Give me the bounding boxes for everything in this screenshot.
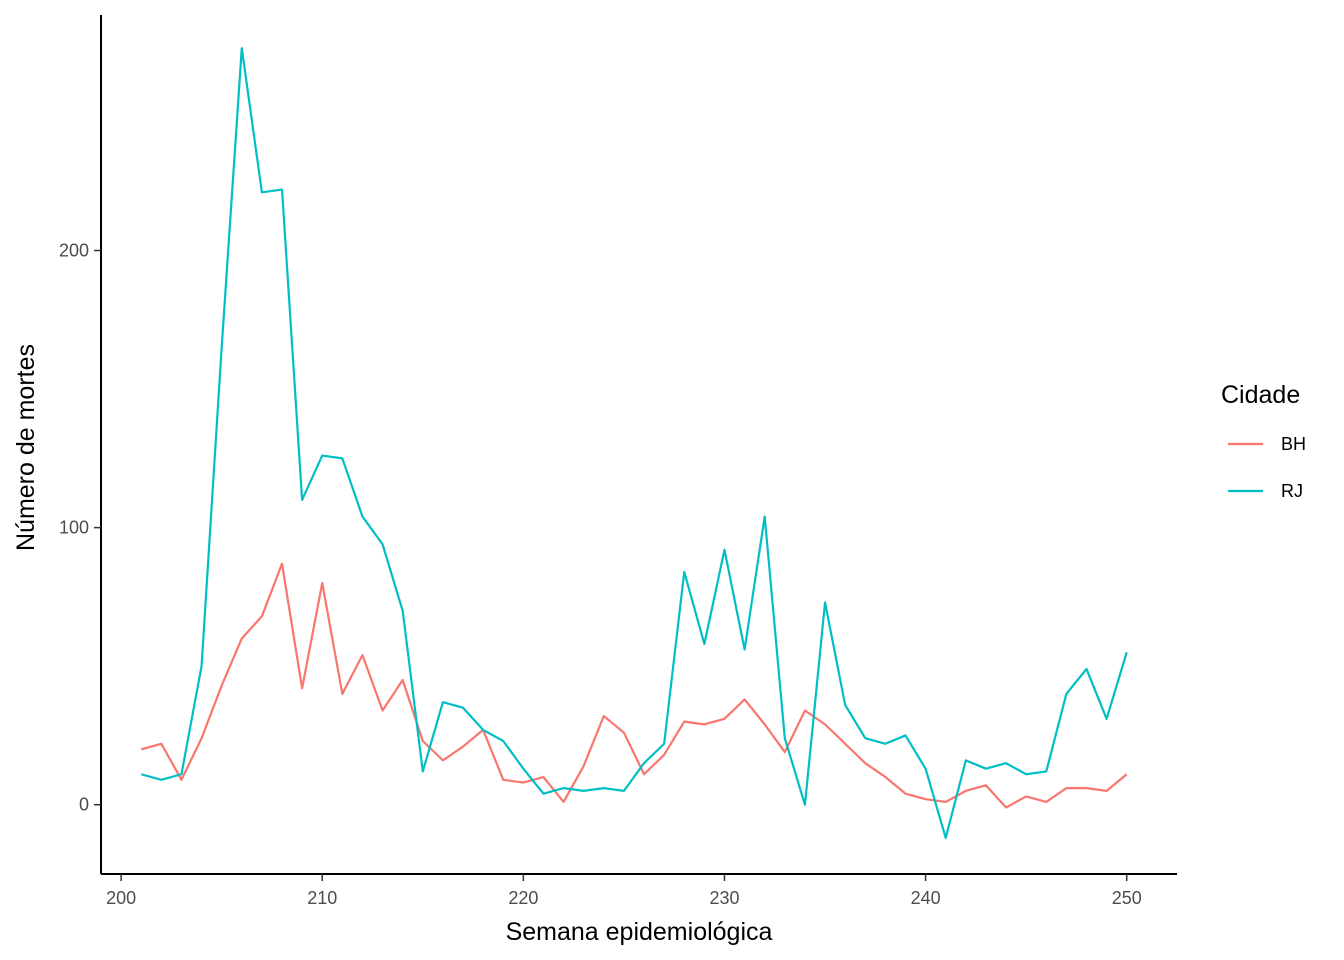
x-tick-label: 210	[307, 888, 337, 908]
y-axis-title: Número de mortes	[12, 344, 40, 551]
x-axis-title: Semana epidemiológica	[506, 918, 773, 946]
legend-label-bh: BH	[1281, 434, 1306, 454]
x-tick-label: 250	[1112, 888, 1142, 908]
legend: Cidade BH RJ	[1221, 381, 1306, 501]
series-lines	[140, 47, 1128, 840]
series-line-rj	[140, 47, 1128, 840]
x-tick-label: 240	[911, 888, 941, 908]
y-tick-label: 0	[79, 795, 89, 815]
x-tick-label: 200	[106, 888, 136, 908]
x-tick-label: 220	[508, 888, 538, 908]
series-line-bh	[140, 562, 1128, 809]
x-tick-label: 230	[709, 888, 739, 908]
legend-title: Cidade	[1221, 381, 1300, 409]
legend-label-rj: RJ	[1281, 481, 1303, 501]
y-tick-label: 100	[59, 518, 89, 538]
axis-ticks: 200 210 220 230 240 250 0 100 200	[59, 241, 1142, 908]
y-tick-label: 200	[59, 241, 89, 261]
axes	[100, 15, 1177, 875]
